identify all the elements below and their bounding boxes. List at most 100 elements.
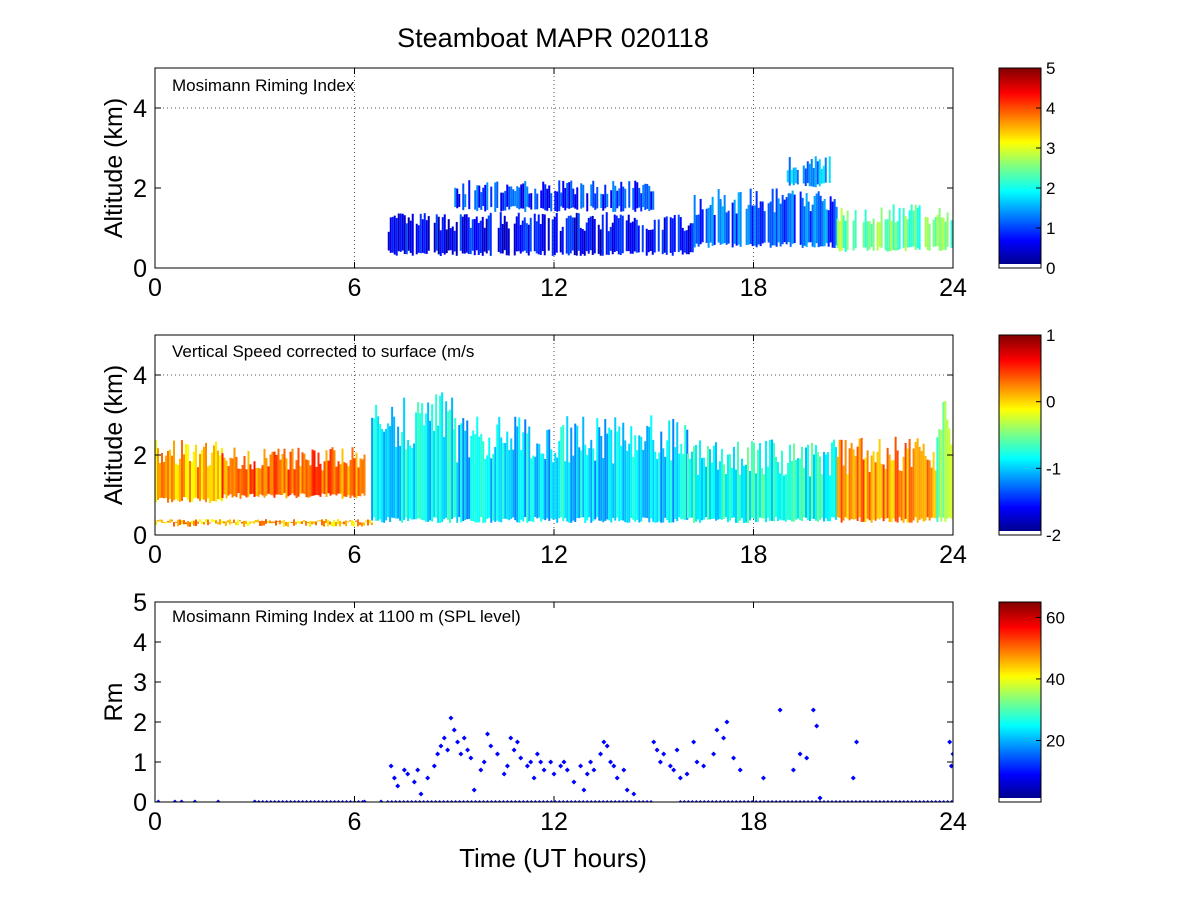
heatmap-cell xyxy=(289,451,292,495)
data-point xyxy=(571,779,577,785)
heatmap-cell xyxy=(546,430,549,519)
heatmap-cell xyxy=(169,449,171,499)
heatmap-cell xyxy=(415,223,418,255)
heatmap-cell xyxy=(474,190,477,210)
heatmap-cell xyxy=(619,214,622,256)
heatmap-cell xyxy=(451,226,454,255)
heatmap-cell xyxy=(697,474,699,520)
data-point xyxy=(677,775,683,781)
heatmap-cell xyxy=(627,214,630,252)
heatmap-cell xyxy=(403,215,406,255)
heatmap-cell xyxy=(399,213,402,252)
data-point xyxy=(601,739,607,745)
heatmap-cell xyxy=(932,452,935,518)
colorbar-tick-label: 0 xyxy=(1046,393,1055,412)
colorbar: -2 -1 0 1 xyxy=(998,326,1061,545)
heatmap-cell xyxy=(733,199,736,244)
heatmap-cell xyxy=(650,415,653,519)
heatmap-cell xyxy=(313,521,315,524)
heatmap-cell xyxy=(646,425,649,519)
heatmap-cell xyxy=(709,204,712,243)
heatmap-cell xyxy=(902,208,905,248)
heatmap-cell xyxy=(711,196,714,246)
heatmap-cell xyxy=(592,448,595,522)
heatmap-cell xyxy=(313,450,316,496)
heatmap-cell xyxy=(890,460,893,523)
heatmap-cell xyxy=(624,188,627,209)
heatmap-cell xyxy=(261,465,264,496)
heatmap-cell xyxy=(157,448,159,500)
heatmap-cell xyxy=(842,465,845,521)
heatmap-cell xyxy=(618,188,621,207)
heatmap-cell xyxy=(295,522,297,525)
data-point xyxy=(514,739,520,745)
heatmap-cell xyxy=(609,226,612,251)
x-ticks: 0 6 12 18 24 xyxy=(148,335,967,569)
heatmap-cell xyxy=(912,448,915,521)
heatmap-cell xyxy=(451,397,454,519)
heatmap-cell xyxy=(247,450,250,497)
heatmap-cell xyxy=(653,219,656,253)
heatmap-cell xyxy=(896,220,899,251)
y-tick-label: 2 xyxy=(133,175,147,203)
heatmap-cell xyxy=(610,190,613,209)
heatmap-cell xyxy=(275,454,278,495)
x-tick-label: 18 xyxy=(740,541,768,569)
x-tick-label: 12 xyxy=(540,274,568,302)
heatmap-cell xyxy=(709,449,711,520)
heatmap-cell xyxy=(601,214,604,256)
heatmap-cell xyxy=(614,417,617,521)
heatmap-cell xyxy=(508,186,511,210)
heatmap-cell xyxy=(229,457,232,495)
heatmap-cell xyxy=(357,519,359,527)
heatmap-cell xyxy=(351,520,353,526)
data-point xyxy=(674,747,680,753)
heatmap-cell xyxy=(337,519,339,525)
heatmap-cell xyxy=(514,416,517,521)
heatmap-cell xyxy=(303,453,306,495)
heatmap-cell xyxy=(349,520,351,522)
heatmap-cell xyxy=(496,424,499,521)
heatmap-cell xyxy=(833,439,835,518)
heatmap-cell xyxy=(275,520,277,526)
heatmap-cell xyxy=(249,464,252,495)
heatmap-cell xyxy=(546,188,549,211)
heatmap-cell xyxy=(470,435,473,521)
heatmap-cell xyxy=(243,520,245,527)
heatmap-cell xyxy=(514,190,517,207)
heatmap-cell xyxy=(620,181,623,212)
heatmap-cell xyxy=(462,183,465,211)
data-point xyxy=(631,791,637,797)
heatmap-cell xyxy=(253,461,256,497)
heatmap-cell xyxy=(591,215,594,255)
colorbar-gradient xyxy=(999,335,1041,531)
heatmap-cell xyxy=(353,521,355,527)
heatmap-cell xyxy=(233,447,236,497)
heatmap-cell xyxy=(637,225,640,253)
heatmap-cell xyxy=(777,462,779,522)
heatmap-cell xyxy=(425,220,428,254)
heatmap-cell xyxy=(375,404,378,521)
heatmap-cell xyxy=(395,447,398,519)
heatmap-cell xyxy=(838,439,841,518)
heatmap-cell xyxy=(765,440,767,523)
heatmap-cell xyxy=(605,212,608,255)
heatmap-cell xyxy=(526,186,529,207)
heatmap-cell xyxy=(506,431,509,520)
heatmap-cell xyxy=(259,468,262,495)
heatmap-cell xyxy=(456,188,459,209)
heatmap-cell xyxy=(231,522,233,524)
heatmap-cell xyxy=(173,440,175,501)
heatmap-cell xyxy=(381,429,384,523)
heatmap-cell xyxy=(189,522,191,527)
heatmap-cell xyxy=(243,456,246,496)
heatmap-cell xyxy=(467,217,470,254)
heatmap-cell xyxy=(265,519,267,524)
heatmap-cell xyxy=(926,459,929,518)
heatmap-cell xyxy=(421,219,424,253)
heatmap-cell xyxy=(464,194,467,208)
heatmap-cell xyxy=(792,167,795,186)
heatmap-cell xyxy=(723,195,726,244)
heatmap-cell xyxy=(221,453,224,498)
heatmap-cell xyxy=(489,212,492,256)
